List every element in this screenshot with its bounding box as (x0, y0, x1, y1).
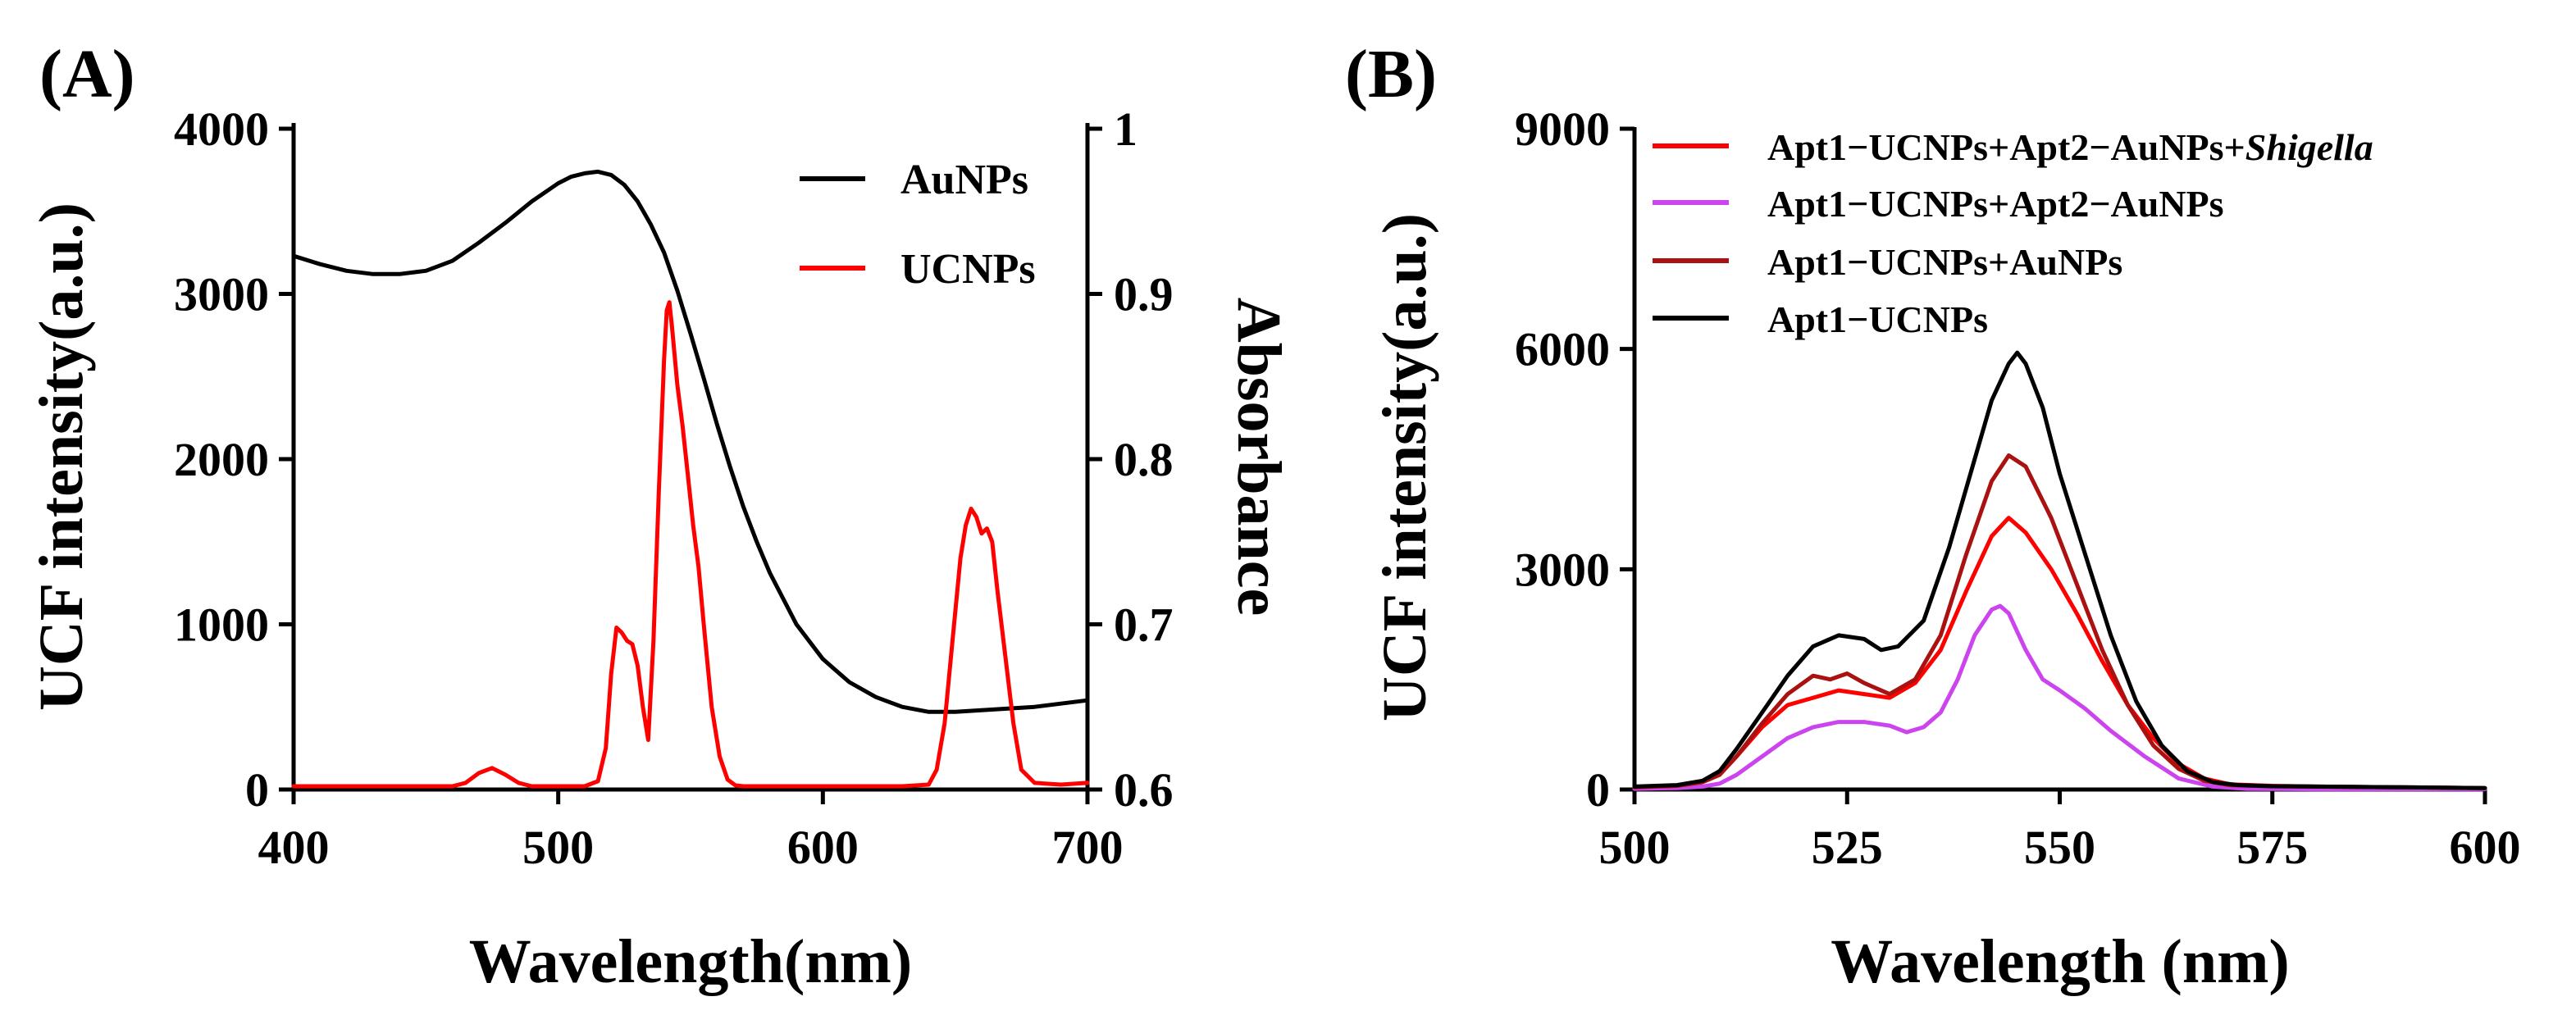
panel-b-series-line-apt1-ucnps-apt2-aunps (1632, 603, 2487, 792)
panel-b-x-tick-label-550: 550 (2024, 821, 2095, 874)
panel-a-y-tick-label-0: 0 (245, 763, 269, 817)
panel-a-x-tick-label-600: 600 (787, 821, 859, 874)
legend-label-apt1-ucnps: Apt1−UCNPs (1767, 298, 1988, 340)
panel-a-series-line-ucnps (291, 300, 1090, 789)
panel-b-x-tick-label-575: 575 (2236, 821, 2308, 874)
panel-a-y-tick-label-1000: 1000 (174, 598, 269, 652)
legend-label-ucnps: UCNPs (900, 246, 1036, 293)
panel-b-x-tick-label-500: 500 (1599, 821, 1671, 874)
legend-label-apt1-ucnps-aunps: Apt1−UCNPs+AuNPs (1767, 241, 2122, 283)
panel-a-x-tick-label-400: 400 (258, 821, 330, 874)
panel-b-series-line-apt1-ucnps-aunps (1632, 453, 2487, 790)
panel-b-series-line-apt1-ucnps-apt2-aunps-shigella (1632, 516, 2487, 790)
panel-b-series-line-apt1-ucnps (1632, 350, 2487, 790)
panel-b-y-tick-label-3000: 3000 (1515, 543, 1610, 596)
legend-label-italic: Shigella (2245, 126, 2373, 168)
panel-a-y-tick-label-3000: 3000 (174, 268, 269, 321)
panel-b: (B) 500 525 550 575 600 0 3000 6000 9000 Wavele… (1345, 36, 2521, 996)
legend-label-prefix: Apt1−UCNPs+Apt2−AuNPs+ (1767, 126, 2245, 168)
panel-b-x-axis-title: Wavelength (nm) (1831, 927, 2289, 996)
panel-b-y-ticks: 0 3000 6000 9000 (1515, 102, 1635, 817)
panel-b-x-ticks: 500 525 550 575 600 (1599, 790, 2521, 874)
panel-a-y2-tick-label-0-8: 0.8 (1114, 433, 1174, 486)
panel-a-y2-axis-title: Absorbance (1224, 298, 1293, 616)
panel-a-y2-tick-label-0-7: 0.7 (1114, 598, 1174, 652)
panel-a-y-tick-label-2000: 2000 (174, 433, 269, 486)
panel-a-y2-tick-label-0-9: 0.9 (1114, 268, 1174, 321)
panel-a-x-tick-label-500: 500 (522, 821, 594, 874)
panel-a-label: (A) (39, 36, 135, 112)
panel-b-label: (B) (1345, 36, 1437, 112)
panel-b-series (1632, 350, 2487, 792)
panel-a-x-ticks: 400 500 600 700 (258, 790, 1124, 874)
panel-b-legend: Apt1−UCNPs+Apt2−AuNPs+Shigella Apt1−UCNP… (1653, 126, 2373, 340)
legend-label-aunps: AuNPs (900, 157, 1028, 203)
panel-b-y-tick-label-6000: 6000 (1515, 323, 1610, 376)
panel-b-y-tick-label-0: 0 (1586, 763, 1610, 817)
panel-b-y-tick-label-9000: 9000 (1515, 102, 1610, 156)
panel-a-x-axis-title: Wavelength(nm) (469, 927, 912, 996)
panel-a-legend: AuNPs UCNPs (800, 157, 1036, 293)
panel-a-y2-ticks: 0.6 0.7 0.8 0.9 1 (1087, 102, 1174, 817)
panel-b-x-tick-label-525: 525 (1812, 821, 1883, 874)
panel-b-x-tick-label-600: 600 (2450, 821, 2521, 874)
panel-a-y-tick-label-4000: 4000 (174, 102, 269, 156)
panel-a-y2-tick-label-0-6: 0.6 (1114, 763, 1174, 817)
panel-a-y-ticks: 0 1000 2000 3000 4000 (174, 102, 294, 817)
legend-label-apt1-ucnps-apt2-aunps: Apt1−UCNPs+Apt2−AuNPs (1767, 183, 2224, 225)
panel-a-series (291, 169, 1090, 789)
panel-a-series-line-aunps (291, 169, 1090, 714)
panel-a-y-axis-title: UCF intensity(a.u.) (27, 203, 96, 711)
panel-b-y-axis-title: UCF intensity(a.u.) (1370, 213, 1439, 721)
panel-a-y2-tick-label-1: 1 (1114, 102, 1138, 156)
panel-a-x-tick-label-700: 700 (1052, 821, 1124, 874)
legend-label-apt1-ucnps-apt2-aunps-shigella: Apt1−UCNPs+Apt2−AuNPs+Shigella (1767, 126, 2373, 168)
